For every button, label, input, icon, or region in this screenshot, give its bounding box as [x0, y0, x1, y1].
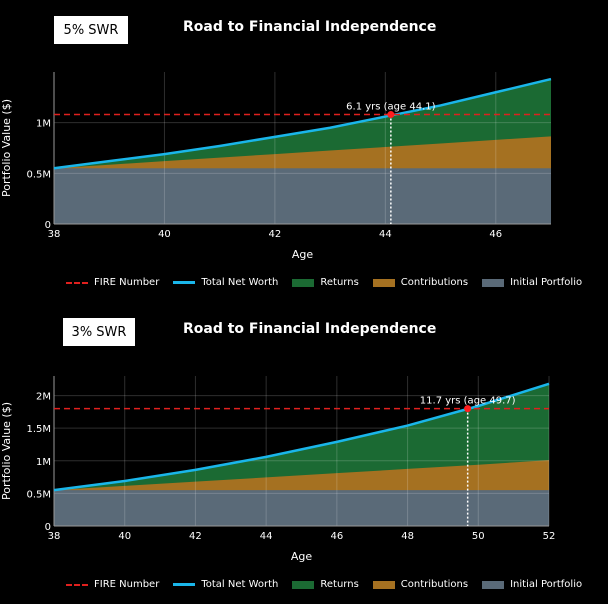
y-tick-label: 0.5M	[26, 169, 51, 180]
x-tick-label: 48	[401, 531, 414, 542]
legend-returns-label: Returns	[320, 277, 359, 288]
legend-networth[interactable]: Total Net Worth	[173, 579, 278, 590]
x-tick-label: 44	[260, 531, 273, 542]
legend-fire-label: FIRE Number	[94, 277, 160, 288]
milestone-marker	[464, 405, 472, 413]
y-tick-label: 1M	[36, 119, 51, 130]
y-tick-label: 2M	[36, 392, 51, 403]
legend-contributions[interactable]: Contributions	[372, 277, 469, 288]
legend-contributions-swatch	[372, 580, 395, 589]
x-tick-label: 38	[48, 229, 61, 240]
x-tick-label: 44	[379, 229, 392, 240]
initial-portfolio-area	[54, 490, 549, 526]
legend-fire[interactable]: FIRE Number	[66, 579, 159, 590]
legend-initial-swatch	[482, 278, 505, 287]
legend-returns[interactable]: Returns	[292, 277, 359, 288]
initial-portfolio-area	[54, 168, 551, 224]
x-tick-label: 46	[330, 531, 343, 542]
legend-contributions-label: Contributions	[400, 277, 469, 288]
y-axis-title: Portfolio Value ($)	[0, 402, 13, 500]
x-tick-label: 42	[269, 229, 282, 240]
legend-returns-swatch	[292, 278, 315, 287]
chart-panel-5pct: 5% SWR Road to Financial Independence 6.…	[0, 16, 596, 288]
legend-networth-swatch	[173, 583, 196, 586]
chart-title: Road to Financial Independence	[183, 19, 437, 35]
legend-fire-swatch	[66, 281, 88, 284]
legend-initial[interactable]: Initial Portfolio	[482, 277, 582, 288]
x-tick-label: 50	[472, 531, 485, 542]
chart-title: Road to Financial Independence	[183, 321, 437, 337]
milestone-marker	[387, 111, 395, 119]
legend-fire-label: FIRE Number	[94, 579, 160, 590]
chart-panel-3pct: 3% SWR Road to Financial Independence 11…	[0, 302, 608, 604]
chart-svg: 11.7 yrs (age 49.7) 38 40 42 44 46 48 50 52 0 0.5M…	[0, 376, 556, 563]
legend-initial-label: Initial Portfolio	[510, 277, 583, 288]
legend-contributions[interactable]: Contributions	[372, 579, 469, 590]
milestone-label: 11.7 yrs (age 49.7)	[420, 396, 516, 407]
milestone-label: 6.1 yrs (age 44.1)	[346, 102, 435, 113]
legend-returns-label: Returns	[320, 579, 359, 590]
y-tick-label: 0	[45, 220, 51, 231]
x-axis-title: Age	[292, 248, 314, 261]
x-tick-label: 52	[543, 531, 556, 542]
y-tick-label: 0.5M	[26, 489, 51, 500]
x-axis-title: Age	[291, 550, 313, 563]
x-tick-label: 42	[189, 531, 202, 542]
legend-contributions-swatch	[372, 278, 395, 287]
legend-returns-swatch	[292, 580, 315, 589]
chart-legend: FIRE Number Total Net Worth Returns Cont…	[66, 579, 596, 590]
y-tick-label: 1.5M	[26, 424, 51, 435]
x-tick-label: 40	[158, 229, 171, 240]
swr-badge: 5% SWR	[54, 16, 128, 44]
legend-initial-label: Initial Portfolio	[510, 579, 583, 590]
legend-initial-swatch	[482, 580, 505, 589]
y-tick-label: 1M	[36, 457, 51, 468]
legend-fire[interactable]: FIRE Number	[66, 277, 159, 288]
legend-fire-swatch	[66, 583, 88, 586]
x-tick-label: 40	[118, 531, 131, 542]
x-tick-label: 46	[489, 229, 502, 240]
legend-networth-label: Total Net Worth	[201, 579, 279, 590]
y-tick-label: 0	[45, 522, 51, 533]
legend-networth[interactable]: Total Net Worth	[173, 277, 278, 288]
legend-contributions-label: Contributions	[400, 579, 469, 590]
legend-networth-label: Total Net Worth	[201, 277, 279, 288]
networth-line	[53, 77, 552, 170]
chart-legend: FIRE Number Total Net Worth Returns Cont…	[66, 277, 596, 288]
legend-networth-swatch	[173, 281, 196, 284]
y-axis-title: Portfolio Value ($)	[0, 99, 13, 197]
chart-svg: 6.1 yrs (age 44.1) 38 40 42 44 46 0 0.5M 1M Age Po…	[0, 72, 552, 261]
legend-initial[interactable]: Initial Portfolio	[482, 579, 582, 590]
legend-returns[interactable]: Returns	[292, 579, 359, 590]
swr-badge: 3% SWR	[63, 318, 135, 346]
x-tick-label: 38	[48, 531, 61, 542]
